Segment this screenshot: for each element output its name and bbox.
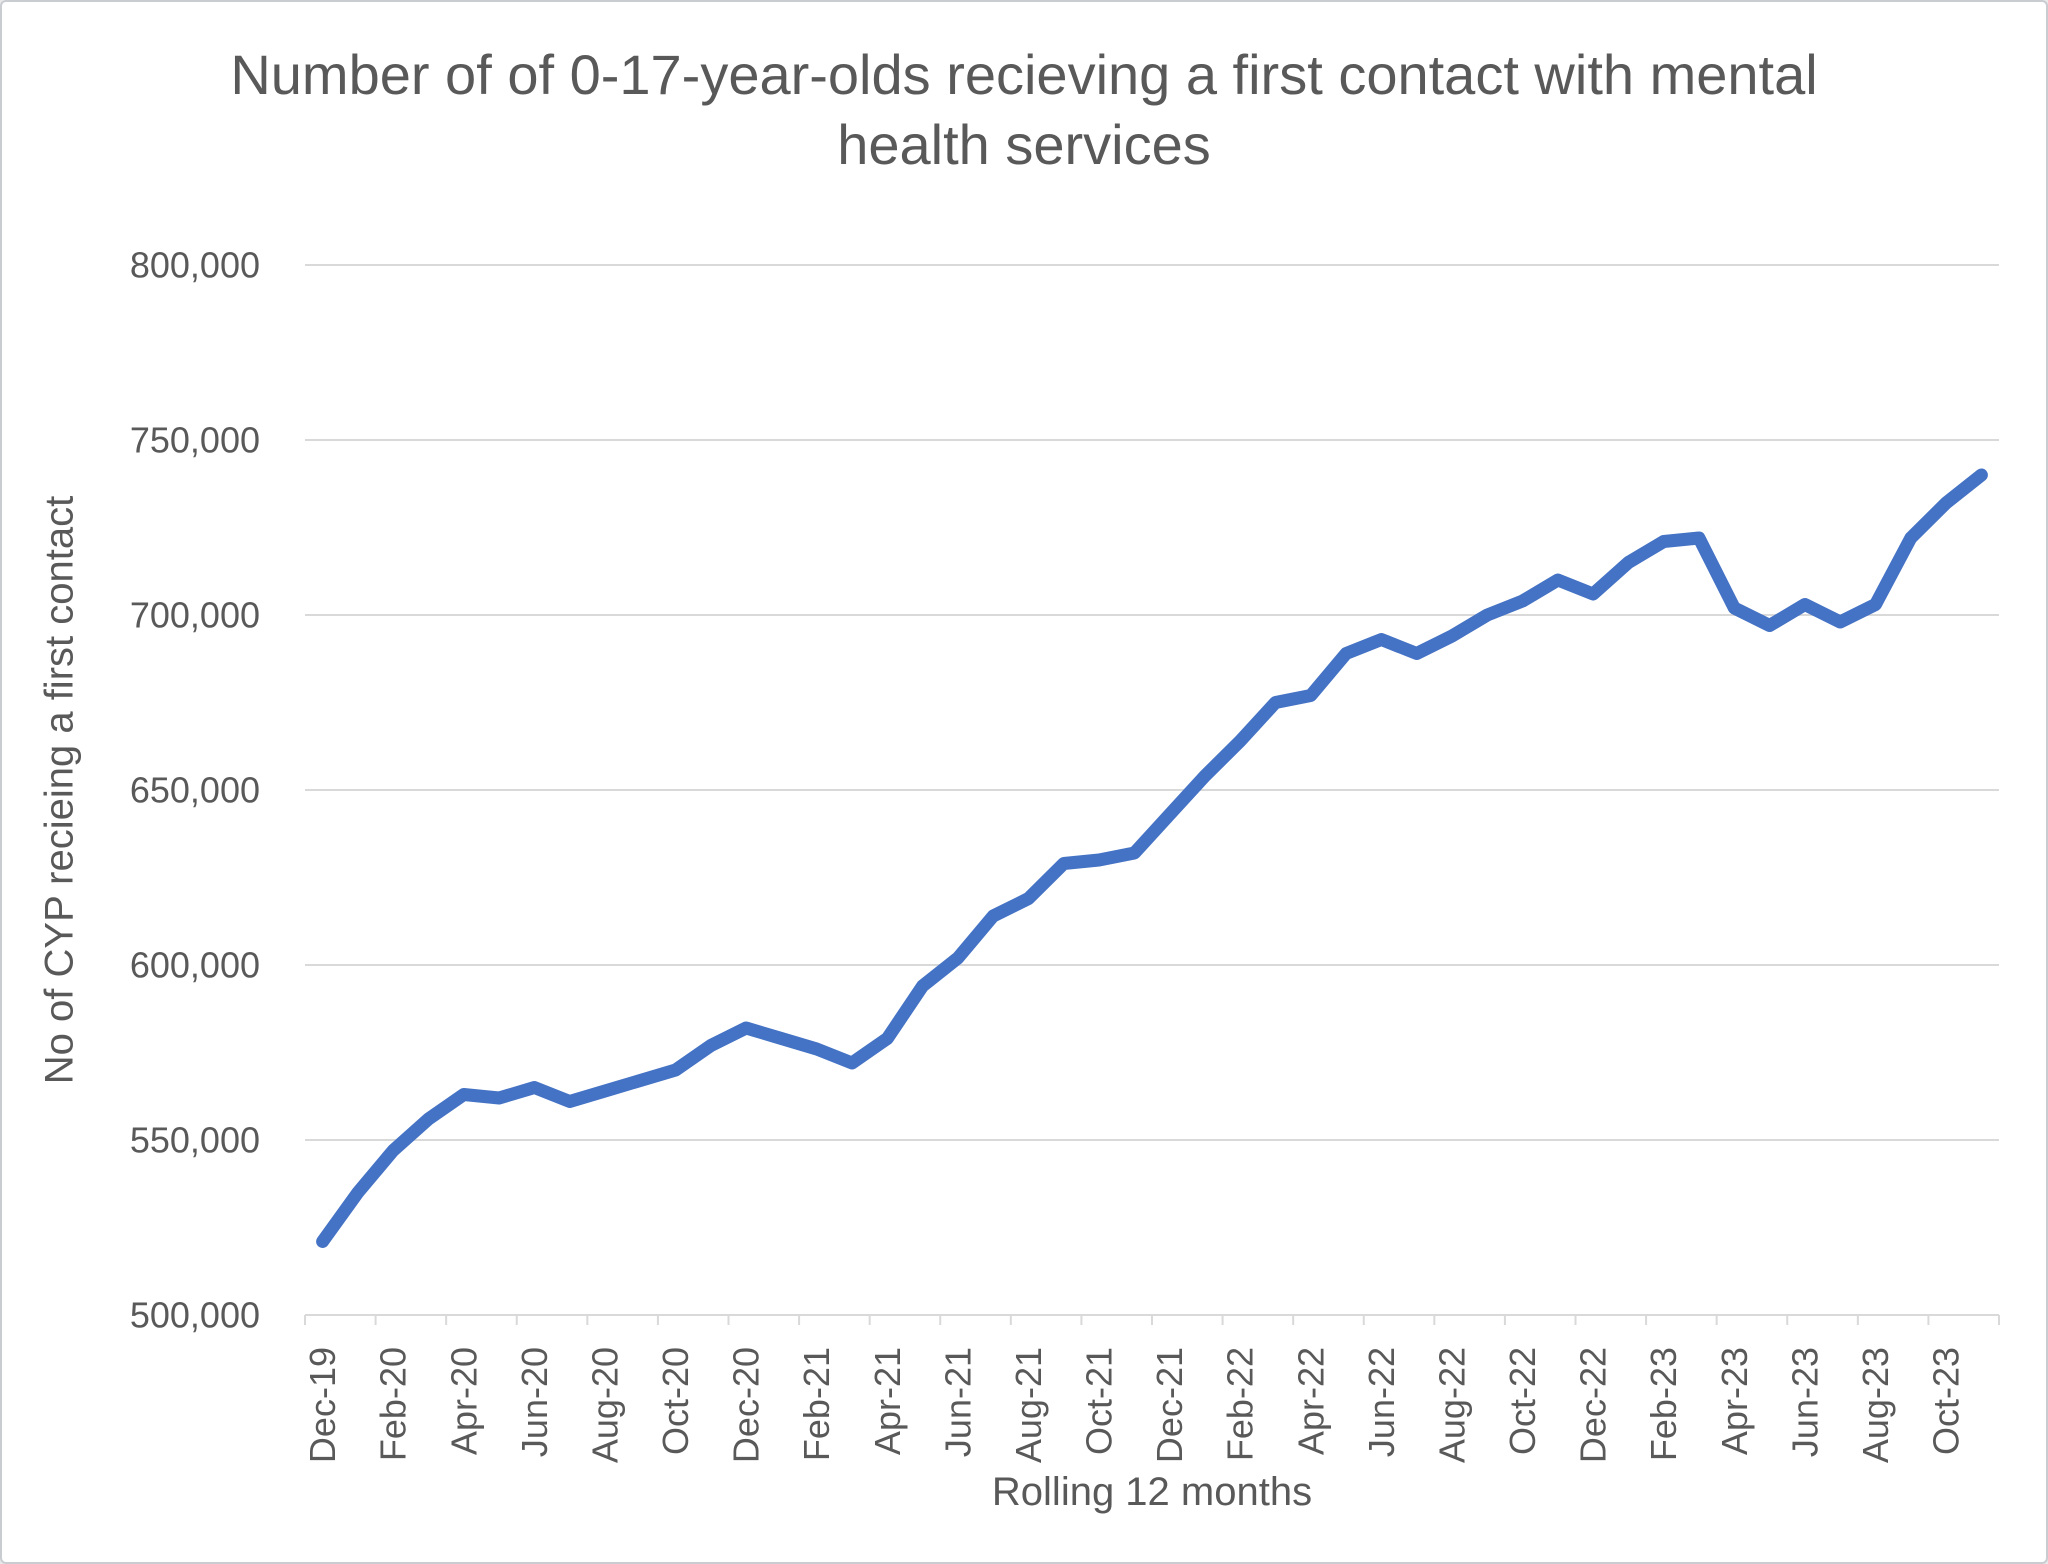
y-tick-label: 600,000 (130, 945, 260, 986)
x-tick-label: Aug-21 (1008, 1347, 1049, 1463)
x-tick-label: Dec-22 (1573, 1347, 1614, 1463)
x-tick-label: Jun-22 (1361, 1347, 1402, 1457)
x-tick-label: Dec-19 (302, 1347, 343, 1463)
x-tick-label: Feb-23 (1643, 1347, 1684, 1461)
y-tick-label: 750,000 (130, 420, 260, 461)
x-tick-label: Aug-22 (1431, 1347, 1472, 1463)
x-tick-label: Jun-20 (514, 1347, 555, 1457)
x-tick-label: Jun-23 (1784, 1347, 1825, 1457)
y-tick-label: 700,000 (130, 595, 260, 636)
x-tick-label: Apr-21 (867, 1347, 908, 1455)
x-tick-label: Aug-23 (1855, 1347, 1896, 1463)
data-series-line (316, 468, 1988, 1248)
y-tick-label: 800,000 (130, 245, 260, 286)
x-tick-label: Oct-22 (1502, 1347, 1543, 1455)
x-tick-label: Feb-20 (373, 1347, 414, 1461)
x-axis-title: Rolling 12 months (991, 1470, 1313, 1514)
y-tick-label: 650,000 (130, 770, 260, 811)
x-tick-label: Jun-21 (937, 1347, 978, 1457)
x-tick-label: Dec-21 (1149, 1347, 1190, 1463)
chart-title: Number of of 0-17-year-olds recieving a … (230, 43, 1818, 176)
x-tick-label: Apr-22 (1290, 1347, 1331, 1455)
x-tick-label: Oct-23 (1926, 1347, 1967, 1455)
x-tick-label: Apr-23 (1714, 1347, 1755, 1455)
x-tick-label: Feb-21 (796, 1347, 837, 1461)
x-tick-label: Apr-20 (443, 1347, 484, 1455)
x-tick-label: Oct-20 (655, 1347, 696, 1455)
y-axis-title-text: No of CYP recieing a first contact (37, 495, 82, 1085)
x-tick-label: Oct-21 (1079, 1347, 1120, 1455)
x-tick-label: Aug-20 (584, 1347, 625, 1463)
x-tick-label: Feb-22 (1220, 1347, 1261, 1461)
y-tick-label: 550,000 (130, 1120, 260, 1161)
x-tick-label: Dec-20 (726, 1347, 767, 1463)
y-tick-label: 500,000 (130, 1295, 260, 1336)
